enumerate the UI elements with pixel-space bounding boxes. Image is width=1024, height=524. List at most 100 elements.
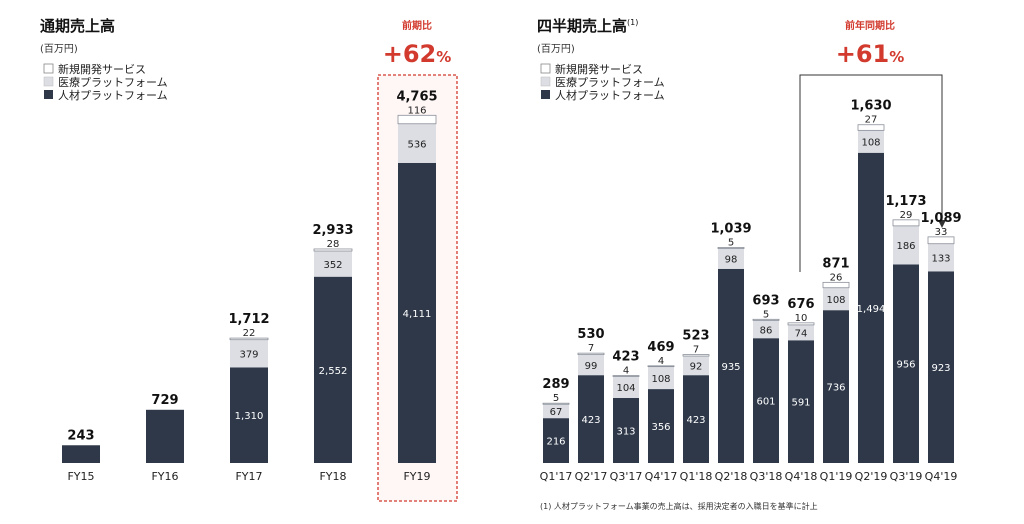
segment-value-iryo: 98: [725, 255, 738, 266]
annual-bars: 243 FY15 729 FY16 1,310 379 221,712 FY17 2,552 35…: [62, 89, 438, 483]
bar-segment-jinzai: [62, 445, 100, 463]
right-growth-pct: %: [889, 48, 904, 66]
legend-swatch-jinzai: [541, 90, 550, 99]
bar-segment-shinki: [787, 322, 815, 326]
bar-segment-iryo: [230, 339, 268, 368]
x-tick-label: FY16: [151, 470, 178, 483]
segment-value-iryo: 92: [690, 362, 703, 373]
bar-segment-shinki: [313, 248, 353, 252]
legend-swatch-iryo: [43, 76, 54, 87]
bar-total-label: 693: [752, 293, 779, 308]
bar-segment-iryo: [823, 287, 849, 311]
x-tick-label: Q2'17: [575, 470, 608, 483]
bar-segment-jinzai: [893, 264, 919, 463]
x-tick-label: FY18: [319, 470, 346, 483]
right-growth-label: 前年同期比: [845, 19, 895, 32]
legend-label-shinki: 新規開発サービス: [555, 62, 643, 76]
x-tick-label: Q4'18: [785, 470, 818, 483]
bar-segment-iryo: [578, 354, 604, 376]
segment-value-shinki: 7: [588, 343, 594, 354]
segment-value-jinzai: 1,310: [235, 411, 264, 422]
bar-FY18: 2,552 352 282,933 FY18: [312, 223, 353, 483]
bar-segment-jinzai: [543, 418, 569, 463]
bar-Q3'19: 956 186 291,173 Q3'19: [885, 194, 926, 483]
bar-segment-shinki: [647, 365, 675, 368]
right-chart-title: 四半期売上高(1): [537, 17, 638, 35]
yoy-bracket-line: [799, 74, 943, 272]
bar-segment-iryo: [788, 324, 814, 341]
bar-segment-jinzai: [648, 389, 674, 463]
segment-value-jinzai: 356: [651, 422, 670, 433]
bar-total-label: 1,089: [920, 211, 961, 226]
bar-FY15: 243 FY15: [62, 428, 100, 483]
segment-value-shinki: 116: [407, 105, 426, 116]
left-growth-label: 前期比: [402, 19, 432, 32]
bar-segment-jinzai: [398, 162, 436, 463]
bar-Q2'19: 1,494 108 271,630 Q2'19: [850, 99, 891, 483]
bar-segment-shinki: [682, 354, 710, 357]
bar-total-label: 871: [822, 256, 849, 271]
segment-value-shinki: 5: [728, 237, 734, 248]
segment-value-shinki: 7: [693, 345, 699, 356]
right-growth-figure: +61%: [836, 40, 905, 68]
legend-label-iryo: 医療プラットフォーム: [58, 75, 168, 89]
bar-total-label: 1,039: [710, 221, 751, 236]
x-tick-label: Q2'18: [715, 470, 748, 483]
bar-total-label: 2,933: [312, 223, 353, 238]
bar-total-label: 1,173: [885, 194, 926, 209]
bar-segment-jinzai: [753, 338, 779, 463]
bar-total-label: 523: [682, 329, 709, 344]
bar-segment-jinzai: [823, 310, 849, 463]
segment-value-shinki: 29: [900, 210, 913, 221]
legend-label-shinki: 新規開発サービス: [58, 62, 146, 76]
segment-value-shinki: 5: [763, 309, 769, 320]
right-unit-label: (百万円): [537, 43, 575, 55]
x-tick-label: FY15: [67, 470, 94, 483]
segment-value-shinki: 33: [935, 227, 948, 238]
bar-segment-jinzai: [578, 375, 604, 463]
right-growth-value: +61: [836, 40, 890, 68]
bar-segment-jinzai: [718, 268, 744, 463]
segment-value-shinki: 26: [830, 272, 843, 283]
segment-value-iryo: 133: [931, 254, 950, 265]
yoy-bracket-arrowhead: [938, 220, 946, 228]
bar-segment-shinki: [892, 219, 920, 227]
right-legend: 新規開発サービス 医療プラットフォーム 人材プラットフォーム: [540, 62, 665, 102]
bar-segment-iryo: [314, 251, 352, 277]
bar-segment-shinki: [397, 114, 437, 125]
segment-value-iryo: 74: [795, 329, 808, 340]
legend-label-jinzai: 人材プラットフォーム: [58, 88, 168, 102]
segment-value-jinzai: 601: [756, 397, 775, 408]
bar-segment-jinzai: [230, 367, 268, 463]
segment-value-iryo: 379: [239, 350, 258, 361]
left-growth-value: +62: [383, 40, 437, 68]
segment-value-iryo: 99: [585, 361, 598, 372]
segment-value-iryo: 108: [861, 138, 880, 149]
bar-segment-shinki: [752, 318, 780, 321]
bar-segment-iryo: [858, 130, 884, 153]
x-tick-label: Q3'17: [610, 470, 643, 483]
legend-swatch-iryo: [540, 76, 551, 87]
left-growth-pct: %: [436, 48, 451, 66]
bar-total-label: 423: [612, 350, 639, 365]
bar-segment-jinzai: [788, 340, 814, 463]
segment-value-jinzai: 2,552: [319, 366, 348, 377]
segment-value-jinzai: 313: [616, 427, 635, 438]
bar-total-label: 676: [787, 297, 814, 312]
segment-value-shinki: 10: [795, 313, 808, 324]
segment-value-jinzai: 956: [896, 360, 915, 371]
left-unit-label: (百万円): [40, 43, 78, 55]
footnote: (1) 人材プラットフォーム事業の売上高は、採用決定者の入職日を基準に計上: [540, 501, 818, 511]
segment-value-jinzai: 935: [721, 362, 740, 373]
bar-segment-iryo: [718, 248, 744, 269]
bar-FY16: 729 FY16: [146, 393, 184, 483]
left-growth-figure: +62%: [383, 40, 452, 68]
